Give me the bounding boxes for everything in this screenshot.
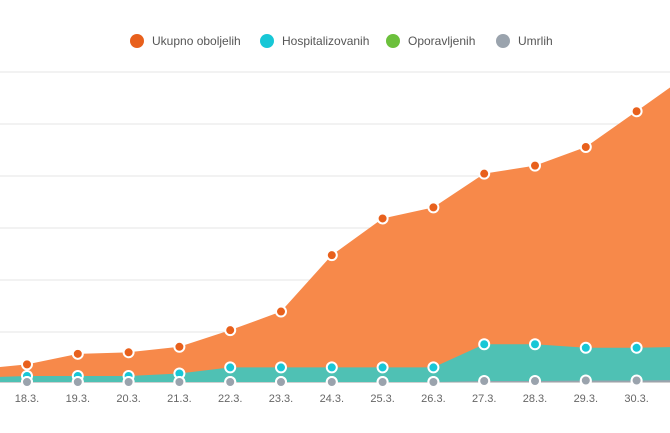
legend-item-ukupno[interactable]: Ukupno obolјelih: [130, 34, 241, 48]
area-umrlih: [0, 380, 670, 382]
data-point[interactable]: [478, 338, 491, 351]
x-tick-label: 22.3.: [218, 393, 242, 405]
legend: Ukupno obolјelih Hospitalizovanih Oporav…: [0, 34, 670, 56]
legend-label: Umrlih: [518, 34, 553, 48]
data-point[interactable]: [122, 376, 135, 388]
legend-item-hospitalizovanih[interactable]: Hospitalizovanih: [260, 34, 369, 48]
data-point[interactable]: [579, 140, 592, 153]
data-point[interactable]: [579, 341, 592, 354]
x-tick-label: 24.3.: [320, 393, 344, 405]
legend-swatch: [386, 34, 400, 48]
data-point[interactable]: [173, 340, 186, 353]
x-tick-label: 21.3.: [167, 393, 191, 405]
area-hospitalizovanih: [0, 344, 670, 382]
data-point[interactable]: [71, 376, 84, 388]
legend-item-umrlih[interactable]: Umrlih: [496, 34, 553, 48]
x-tick-label: 23.3.: [269, 393, 293, 405]
data-point[interactable]: [71, 347, 84, 360]
data-point[interactable]: [478, 167, 491, 180]
data-point[interactable]: [275, 305, 287, 318]
legend-swatch: [260, 34, 274, 48]
series-points: [21, 105, 643, 388]
series-areas: [0, 87, 670, 382]
data-point[interactable]: [376, 376, 389, 388]
data-point[interactable]: [224, 324, 237, 337]
data-point[interactable]: [275, 361, 287, 374]
data-point[interactable]: [529, 338, 541, 351]
x-tick-label: 25.3.: [370, 393, 394, 405]
data-point[interactable]: [529, 159, 541, 172]
data-point[interactable]: [173, 376, 186, 388]
x-axis-ticks: 18.3. 19.3. 20.3. 21.3. 22.3. 23.3. 24.3. 25.3.…: [15, 393, 649, 405]
data-point[interactable]: [630, 341, 643, 354]
data-point[interactable]: [325, 361, 338, 374]
data-point[interactable]: [478, 374, 491, 387]
data-point[interactable]: [630, 374, 643, 387]
data-point[interactable]: [630, 105, 643, 118]
legend-label: Oporavljenih: [408, 34, 476, 48]
data-point[interactable]: [376, 361, 389, 374]
x-tick-label: 26.3.: [421, 393, 445, 405]
data-point[interactable]: [275, 376, 287, 388]
data-point[interactable]: [21, 358, 33, 371]
data-point[interactable]: [427, 376, 440, 388]
data-point[interactable]: [579, 374, 592, 387]
area-ukupno-obolјelih: [0, 87, 670, 382]
x-tick-label: 19.3.: [66, 393, 90, 405]
legend-label: Hospitalizovanih: [282, 34, 370, 48]
x-tick-label: 28.3.: [523, 393, 547, 405]
data-point[interactable]: [376, 212, 389, 225]
data-point[interactable]: [325, 249, 338, 262]
data-point[interactable]: [122, 346, 135, 359]
x-tick-label: 20.3.: [116, 393, 140, 405]
legend-label: Ukupno obolјelih: [152, 34, 241, 48]
legend-item-oporavljenih[interactable]: Oporavljenih: [386, 34, 475, 48]
data-point[interactable]: [529, 374, 541, 387]
data-point[interactable]: [325, 376, 338, 388]
legend-swatch: [496, 34, 510, 48]
data-point[interactable]: [427, 361, 440, 374]
legend-swatch: [130, 34, 144, 48]
data-point[interactable]: [224, 376, 237, 388]
x-tick-label: 27.3.: [472, 393, 496, 405]
data-point[interactable]: [224, 361, 237, 374]
data-point[interactable]: [21, 376, 33, 388]
data-point[interactable]: [427, 201, 440, 214]
x-tick-label: 18.3.: [15, 393, 39, 405]
x-tick-label: 29.3.: [574, 393, 598, 405]
x-tick-label: 30.3.: [624, 393, 648, 405]
